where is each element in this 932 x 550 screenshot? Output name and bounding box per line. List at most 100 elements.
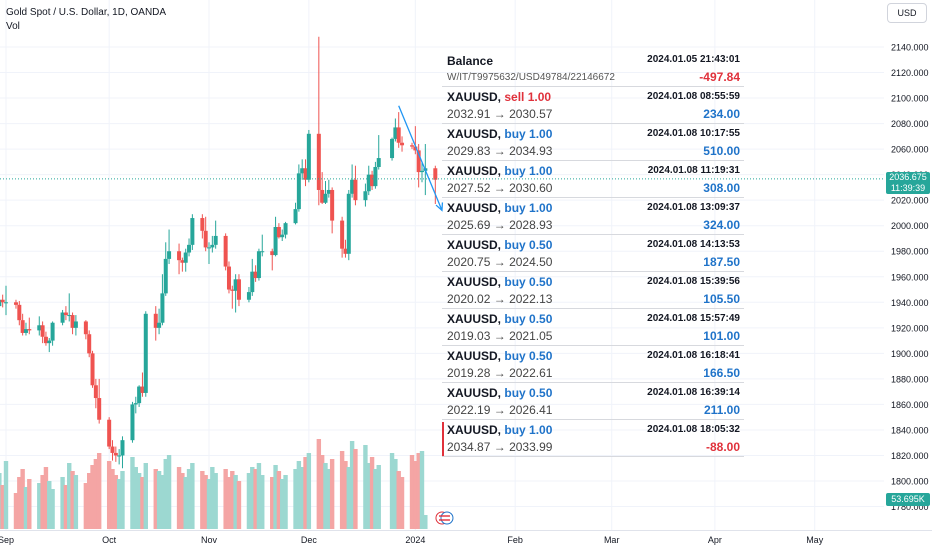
trade-open-price: 2019.28 — [447, 366, 491, 380]
candle-body — [296, 173, 301, 210]
trade-open-price: 2032.91 — [447, 107, 491, 121]
candle-body — [203, 230, 208, 248]
volume-bar — [323, 463, 328, 529]
y-tick-label: 1860.000 — [891, 400, 929, 410]
trade-prices: 2029.83 → 2034.93 — [447, 144, 552, 158]
trade-history-panel: Balance W/IT/T9975632/USD49784/22146672 … — [442, 48, 744, 457]
volume-bar — [110, 469, 115, 529]
candle-body — [17, 304, 22, 321]
trade-qty: 0.50 — [529, 349, 553, 363]
trade-pnl: 510.00 — [703, 144, 740, 158]
x-tick-label: Oct — [102, 535, 117, 545]
trade-row: XAUUSD, buy 1.00 2025.69 → 2028.93 2024.01… — [442, 198, 744, 235]
trade-qty: 0.50 — [529, 275, 553, 289]
volume-bar — [276, 471, 282, 529]
candle-body — [73, 321, 78, 328]
volume-bar — [393, 459, 398, 529]
candle-body — [393, 127, 398, 139]
candle-body — [260, 251, 265, 253]
trade-qty: 1.00 — [529, 201, 553, 215]
volume-bar — [280, 479, 285, 529]
volume-bar — [47, 481, 52, 529]
trade-pnl: 101.00 — [703, 329, 740, 343]
trade-prices: 2019.28 → 2022.61 — [447, 366, 552, 380]
volume-bar — [213, 473, 218, 529]
y-tick-label: 1780.000 — [891, 502, 929, 512]
arrow-icon: → — [493, 181, 506, 195]
trade-side: buy — [504, 201, 526, 215]
candle-body — [433, 168, 438, 180]
chart-title: Gold Spot / U.S. Dollar, 1D, OANDA — [6, 7, 167, 18]
volume-bar — [106, 461, 112, 529]
trade-close-price: 2028.93 — [509, 218, 553, 232]
trade-close-price: 2021.05 — [509, 329, 553, 343]
arrow-icon: → — [493, 144, 506, 158]
candle-body — [207, 247, 212, 249]
currency-button[interactable]: USD — [887, 3, 927, 23]
trade-qty: 1.00 — [527, 90, 552, 104]
candle-body — [167, 251, 172, 259]
volume-bar — [20, 469, 25, 529]
candle-body — [373, 166, 378, 187]
trade-close-price: 2034.93 — [509, 144, 553, 158]
trade-symbol: XAUUSD, — [447, 312, 502, 326]
volume-bar — [319, 455, 325, 529]
trade-time: 2024.01.08 11:19:31 — [647, 165, 740, 176]
volume-tag: 53.695K — [886, 493, 930, 506]
candle-body — [157, 322, 162, 328]
x-tick-label: Sep — [0, 535, 14, 545]
y-tick-label: 1820.000 — [891, 451, 929, 461]
trade-close-price: 2026.41 — [509, 403, 553, 417]
volume-bar — [183, 477, 188, 529]
volume-bar — [293, 469, 298, 529]
trade-time: 2024.01.08 16:18:41 — [647, 350, 740, 361]
trade-title: XAUUSD, buy 0.50 — [447, 275, 552, 289]
volume-bar — [413, 461, 418, 529]
candle-body — [233, 279, 238, 291]
trade-row: XAUUSD, buy 1.00 2027.52 → 2030.60 2024.01… — [442, 161, 744, 198]
candle-body — [0, 299, 2, 307]
arrow-icon: → — [493, 403, 506, 417]
volume-bar — [130, 457, 135, 529]
countdown-value: 11:39:39 — [890, 183, 926, 193]
candle-body — [87, 334, 92, 354]
volume-bar — [373, 469, 378, 529]
volume-bar — [13, 493, 19, 529]
candle-body — [183, 252, 188, 263]
trade-open-price: 2029.83 — [447, 144, 491, 158]
trade-row: XAUUSD, buy 1.00 2029.83 → 2034.93 2024.01… — [442, 124, 744, 161]
trade-qty: 1.00 — [529, 423, 553, 437]
candle-body — [163, 258, 168, 294]
trade-side: buy — [504, 386, 526, 400]
volume-bar — [153, 469, 158, 529]
trade-title: XAUUSD, buy 0.50 — [447, 312, 552, 326]
trade-title: XAUUSD, buy 1.00 — [447, 164, 552, 178]
volume-bar — [176, 467, 182, 529]
candle-body — [140, 386, 145, 393]
volume-bar — [416, 453, 421, 529]
candle-body — [270, 251, 275, 256]
candle-body — [50, 322, 55, 341]
event-flag-icon — [440, 511, 454, 525]
y-tick-label: 2020.000 — [891, 196, 929, 206]
volume-bar — [303, 457, 308, 529]
volume-bar — [226, 477, 232, 529]
x-tick-label: Feb — [507, 535, 523, 545]
volume-bar — [306, 453, 312, 529]
candle-body — [177, 251, 182, 261]
trade-title: XAUUSD, buy 1.00 — [447, 127, 552, 141]
candle-body — [43, 336, 48, 344]
volume-bar — [236, 481, 242, 529]
candle-body — [400, 142, 405, 146]
trade-symbol: XAUUSD, — [447, 275, 502, 289]
volume-bar — [163, 459, 168, 529]
volume-bar — [419, 451, 425, 529]
trade-row: XAUUSD, buy 0.50 2020.75 → 2024.50 2024.01… — [442, 235, 744, 272]
arrow-icon: → — [493, 255, 506, 269]
candle-body — [253, 271, 258, 279]
candle-body — [37, 325, 42, 331]
candle-body — [63, 312, 68, 316]
trade-time: 2024.01.08 10:17:55 — [647, 128, 740, 139]
candle-body — [293, 209, 298, 224]
